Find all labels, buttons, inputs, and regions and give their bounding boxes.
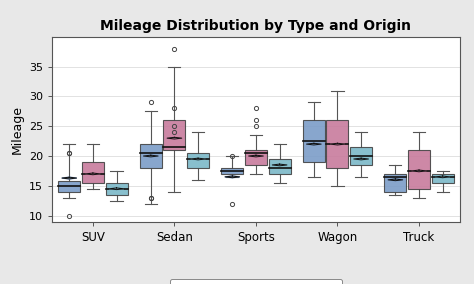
Bar (82, 162, 104, 183)
Bar (303, 120, 325, 162)
Polygon shape (167, 137, 182, 139)
Bar (106, 183, 128, 195)
Polygon shape (412, 170, 426, 172)
Legend: USA, Asia, Europe: USA, Asia, Europe (170, 279, 342, 284)
Bar (140, 144, 162, 168)
Polygon shape (388, 179, 403, 181)
Polygon shape (109, 188, 124, 190)
Bar (58, 181, 80, 192)
Polygon shape (62, 177, 77, 179)
Bar (164, 120, 185, 150)
Polygon shape (225, 176, 240, 178)
Title: Mileage Distribution by Type and Origin: Mileage Distribution by Type and Origin (100, 19, 411, 33)
Bar (350, 147, 372, 165)
Polygon shape (191, 158, 205, 160)
Y-axis label: Mileage: Mileage (10, 105, 23, 154)
Bar (408, 150, 430, 189)
Bar (221, 168, 243, 174)
Bar (245, 150, 267, 165)
Bar (327, 120, 348, 168)
Polygon shape (435, 176, 450, 178)
Polygon shape (144, 155, 158, 157)
Bar (432, 174, 454, 183)
Polygon shape (272, 164, 287, 166)
Bar (187, 153, 209, 168)
Polygon shape (354, 158, 368, 160)
Polygon shape (307, 143, 321, 145)
Polygon shape (330, 143, 345, 145)
Polygon shape (249, 155, 263, 157)
Bar (384, 174, 406, 192)
Bar (269, 159, 291, 174)
Polygon shape (86, 173, 100, 175)
